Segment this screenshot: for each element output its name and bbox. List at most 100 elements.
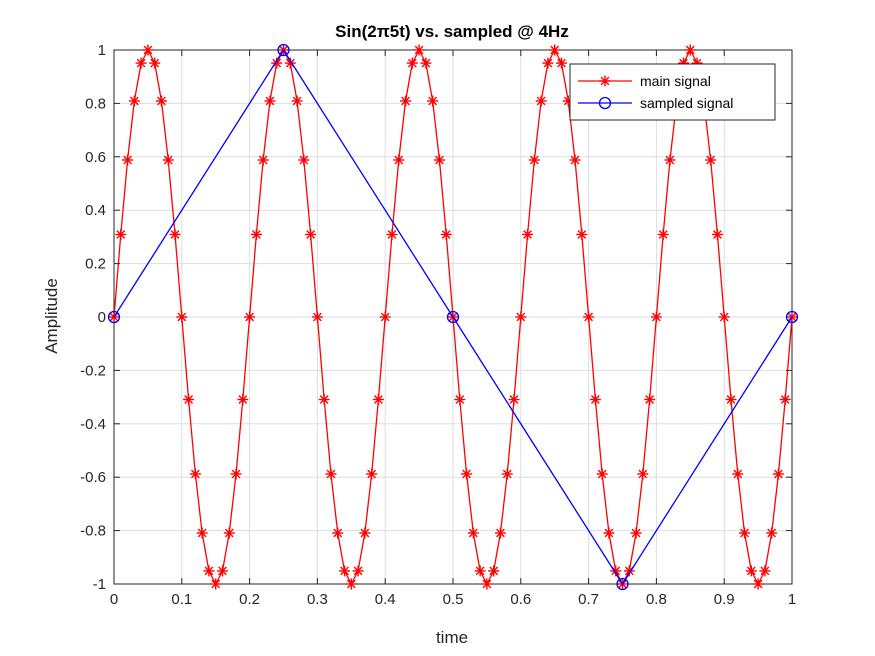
marker-stroke: [455, 395, 465, 404]
main-signal-point: [264, 95, 276, 107]
main-signal-point: [366, 468, 378, 480]
main-signal-point: [149, 57, 161, 69]
marker-stroke: [543, 58, 553, 68]
marker-stroke: [570, 155, 580, 165]
main-signal-point: [379, 311, 391, 323]
marker-stroke: [645, 395, 655, 404]
marker-stroke: [313, 312, 322, 322]
main-signal-point: [216, 565, 228, 577]
main-signal-point: [135, 57, 147, 69]
marker-stroke: [658, 230, 668, 239]
main-signal-point: [461, 468, 473, 480]
y-tick-label: -0.8: [80, 523, 106, 540]
marker-stroke: [123, 155, 132, 165]
legend-marker: [598, 96, 612, 110]
y-tick-label: 0: [98, 309, 106, 326]
main-signal-point: [596, 468, 608, 480]
x-tick-label: 0.5: [443, 591, 464, 608]
marker-stroke: [190, 469, 200, 479]
main-signal-point: [257, 154, 269, 166]
marker-stroke: [523, 230, 532, 239]
marker-stroke: [685, 45, 695, 55]
marker-stroke: [346, 579, 356, 589]
y-tick-label: 0.8: [85, 95, 106, 112]
main-signal-point: [718, 311, 730, 323]
marker-stroke: [733, 469, 743, 479]
marker-stroke: [407, 58, 417, 68]
main-signal-point: [298, 154, 310, 166]
main-signal-point: [657, 228, 669, 240]
marker-stroke: [245, 312, 254, 322]
marker-stroke: [550, 45, 560, 55]
marker-stroke: [462, 469, 471, 479]
main-signal-point: [508, 394, 520, 406]
marker-stroke: [414, 45, 424, 55]
marker-stroke: [184, 395, 193, 404]
main-signal-point: [122, 154, 134, 166]
marker-stroke: [441, 230, 451, 239]
main-signal-point: [318, 394, 330, 406]
main-signal-point: [189, 468, 201, 480]
marker-stroke: [177, 312, 187, 322]
main-signal-point: [664, 154, 676, 166]
sampled-signal-series: [107, 43, 799, 591]
marker-stroke: [536, 96, 546, 106]
marker-stroke: [774, 469, 783, 479]
x-tick-label: 0.7: [578, 591, 599, 608]
marker-stroke: [631, 528, 641, 538]
main-signal-point: [433, 154, 445, 166]
main-signal-point: [176, 311, 188, 323]
main-signal-point: [393, 154, 405, 166]
marker-stroke: [292, 96, 302, 106]
sampled-signal-point: [785, 310, 799, 324]
main-signal-point: [413, 44, 425, 56]
y-tick-label: -0.4: [80, 416, 106, 433]
marker-stroke: [170, 230, 180, 239]
main-signal-point: [528, 154, 540, 166]
legend-marker: [599, 75, 611, 87]
legend: main signal sampled signal: [569, 63, 776, 121]
main-signal-point: [291, 95, 303, 107]
main-signal-point: [759, 565, 771, 577]
main-signal-point: [515, 311, 527, 323]
main-signal-point: [623, 565, 635, 577]
main-signal-point: [183, 394, 195, 406]
main-signal-point: [237, 394, 249, 406]
marker-stroke: [746, 566, 756, 576]
y-tick-label: 0.4: [85, 202, 106, 219]
main-signal-point: [481, 578, 493, 590]
marker-stroke: [652, 312, 661, 322]
marker-stroke: [299, 155, 309, 165]
main-signal-point: [155, 95, 167, 107]
main-signal-point: [555, 57, 567, 69]
marker-stroke: [394, 155, 404, 165]
marker-stroke: [726, 395, 736, 404]
marker-stroke: [638, 469, 648, 479]
main-signal-point: [230, 468, 242, 480]
marker-stroke: [475, 566, 485, 576]
marker-stroke: [600, 76, 610, 86]
marker-stroke: [706, 155, 716, 165]
marker-stroke: [360, 528, 370, 538]
main-signal-point: [684, 44, 696, 56]
main-signal-point: [501, 468, 513, 480]
marker-stroke: [590, 395, 600, 404]
main-signal-point: [467, 527, 479, 539]
main-signal-point: [494, 527, 506, 539]
y-tick-label: -1: [93, 576, 106, 593]
marker-stroke: [435, 155, 444, 165]
marker-stroke: [611, 566, 621, 576]
main-signal-point: [400, 95, 412, 107]
main-signal-point: [440, 228, 452, 240]
x-tick-label: 0.9: [714, 591, 735, 608]
main-signal-point: [522, 228, 534, 240]
main-signal-point: [345, 578, 357, 590]
x-tick-label: 0.4: [375, 591, 396, 608]
marker-stroke: [326, 469, 336, 479]
marker-stroke: [597, 469, 607, 479]
main-signal-point: [406, 57, 418, 69]
y-tick-label: 1: [98, 42, 106, 59]
marker-stroke: [163, 155, 173, 165]
marker-stroke: [760, 566, 770, 576]
main-signal-point: [311, 311, 323, 323]
